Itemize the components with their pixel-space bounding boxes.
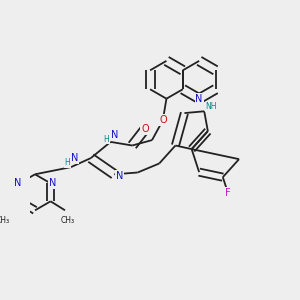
Text: N: N bbox=[116, 171, 123, 181]
Text: N: N bbox=[111, 130, 119, 140]
Text: H: H bbox=[64, 158, 70, 167]
Text: N: N bbox=[49, 178, 56, 188]
Text: CH₃: CH₃ bbox=[0, 216, 9, 225]
Text: N: N bbox=[71, 153, 78, 163]
Text: NH: NH bbox=[206, 102, 217, 111]
Text: O: O bbox=[141, 124, 148, 134]
Text: N: N bbox=[196, 94, 203, 104]
Text: CH₃: CH₃ bbox=[61, 216, 75, 225]
Text: O: O bbox=[159, 115, 166, 125]
Text: H: H bbox=[103, 135, 109, 144]
Text: N: N bbox=[14, 178, 21, 188]
Text: F: F bbox=[225, 188, 231, 198]
